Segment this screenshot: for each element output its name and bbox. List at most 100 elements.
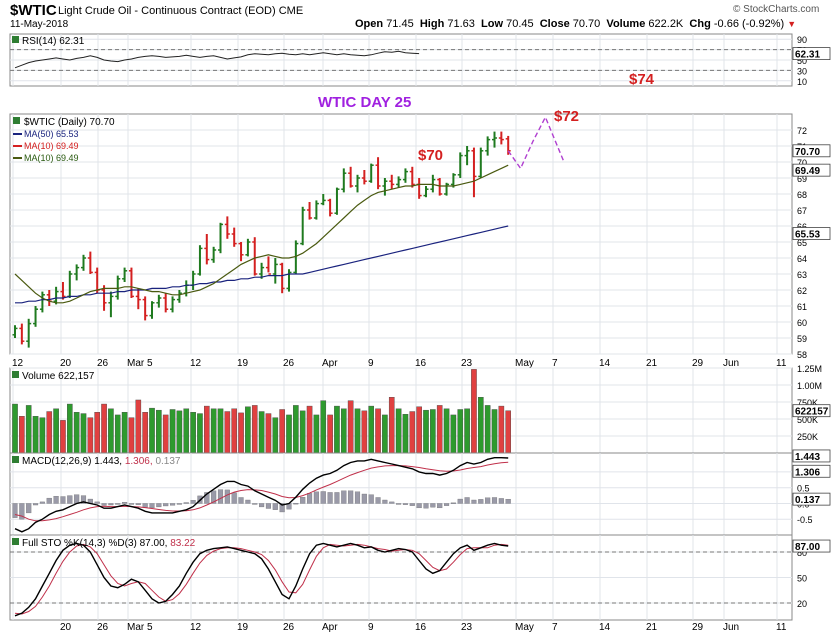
macd-histogram-bar (416, 503, 422, 509)
ma50-current-value-box (792, 227, 831, 240)
date-tick-label: 9 (368, 358, 374, 369)
macd-histogram-bar (368, 494, 374, 504)
macd-histogram-bar (457, 498, 463, 504)
macd-histogram-bar (259, 503, 265, 508)
volume-bar (313, 414, 320, 454)
ma10-line (14, 164, 509, 304)
volume-bar (272, 417, 279, 454)
macd-histogram-bar (149, 503, 155, 509)
macd-signal-value: 1.306, (125, 456, 156, 467)
volume-bar (60, 420, 66, 454)
macd-histogram-bar (478, 499, 484, 504)
rsi-current-value-box (792, 47, 831, 60)
sto-date-tick-label: 26 (97, 622, 109, 632)
volume-current-value-box (792, 404, 831, 418)
volume-bar (416, 406, 422, 454)
volume-bar (334, 405, 340, 454)
sto-date-tick-label: 11 (776, 622, 787, 632)
volume-bar (279, 409, 285, 454)
volume-bar (430, 409, 436, 454)
volume-bar (149, 407, 155, 454)
macd-histogram-bar (443, 503, 450, 506)
macd-histogram-bar (67, 495, 73, 504)
volume-bar (361, 410, 368, 454)
volume-bar (156, 409, 162, 454)
volume-bar (258, 411, 265, 454)
volume-bar (464, 408, 470, 454)
volume-bar (484, 405, 491, 454)
date-tick-label: Jun (723, 358, 739, 369)
macd-histogram-bar (169, 503, 176, 506)
date-tick-label: 12 (12, 358, 24, 369)
volume-bar (320, 400, 327, 454)
price-tick-label: 68 (797, 190, 807, 200)
low-label: Low (481, 18, 504, 30)
macd-signal-current-value-box (792, 464, 831, 478)
macd-histogram-bar (423, 503, 429, 509)
date-tick-label: Apr (322, 358, 338, 369)
macd-histogram-bar (108, 503, 114, 506)
volume-bar (491, 409, 498, 454)
volume-value: 622.2K (648, 18, 684, 30)
macd-legend-swatch (12, 456, 19, 463)
date-tick-label: 14 (599, 358, 611, 369)
macd-histogram-bar (94, 501, 100, 504)
sto-d-value: 83.22 (170, 538, 195, 549)
volume-bar (224, 411, 231, 454)
macd-histogram-bar (135, 503, 141, 505)
high-value: 71.63 (447, 18, 475, 30)
rsi-current-value: 62.31 (795, 50, 820, 61)
sto-k-value: 87.00, (140, 538, 171, 549)
macd-histogram-bar (74, 494, 80, 504)
volume-bar (25, 405, 32, 454)
macd-histogram-bar (142, 503, 148, 508)
projection-path (507, 115, 565, 170)
volume-bar (183, 408, 190, 454)
macd-histogram-current-value-box (792, 492, 831, 506)
macd-histogram-bar (437, 503, 443, 509)
macd-histogram-bar (12, 503, 18, 518)
volume-bar (327, 414, 333, 454)
price-tick-label: 59 (797, 334, 807, 344)
macd-histogram-bar (313, 491, 319, 504)
macd-histogram-bar (491, 497, 498, 504)
volume-bar (19, 416, 25, 454)
volume-bar (114, 414, 121, 454)
macd-histogram-bar (122, 502, 128, 504)
macd-histogram-bar (115, 503, 121, 505)
price-74-annotation: $74 (629, 71, 655, 88)
volume-bar (142, 412, 148, 454)
wtic-day-annotation: WTIC DAY 25 (318, 94, 411, 111)
date-tick-label: 29 (692, 358, 704, 369)
sto-date-tick-label: 23 (461, 622, 473, 632)
volume-bar (443, 408, 450, 454)
macd-histogram-bar (156, 503, 162, 508)
macd-histogram-bar (53, 496, 59, 504)
ma10-legend-label: MA(10) 69.49 (24, 153, 79, 163)
volume-bar (436, 405, 443, 454)
volume-bar (409, 411, 416, 454)
date-tick-label: 12 (190, 358, 202, 369)
exchange-label: CME (278, 5, 304, 17)
volume-bar (53, 408, 59, 454)
macd-histogram-bar (334, 492, 340, 504)
macd-histogram-bar (33, 503, 39, 506)
rsi-label: RSI(14) 62.31 (22, 36, 85, 47)
sto-date-tick-label: 7 (552, 622, 558, 632)
volume-bar (101, 403, 107, 454)
date-tick-label: 26 (97, 358, 109, 369)
volume-bar (293, 405, 299, 454)
macd-histogram-bar (306, 493, 313, 504)
price-70-annotation: $70 (418, 147, 443, 164)
rsi-tick-label: 30 (797, 66, 807, 76)
macd-histogram-bar (101, 503, 107, 506)
date-tick-label: 20 (60, 358, 72, 369)
sto-current-value-box (792, 539, 831, 553)
volume-bar (12, 403, 18, 454)
price-label: $WTIC (Daily) 70.70 (24, 117, 115, 128)
macd-histogram-bar (39, 501, 45, 504)
macd-histogram-bar (224, 489, 230, 504)
macd-histogram-bar (389, 501, 395, 504)
